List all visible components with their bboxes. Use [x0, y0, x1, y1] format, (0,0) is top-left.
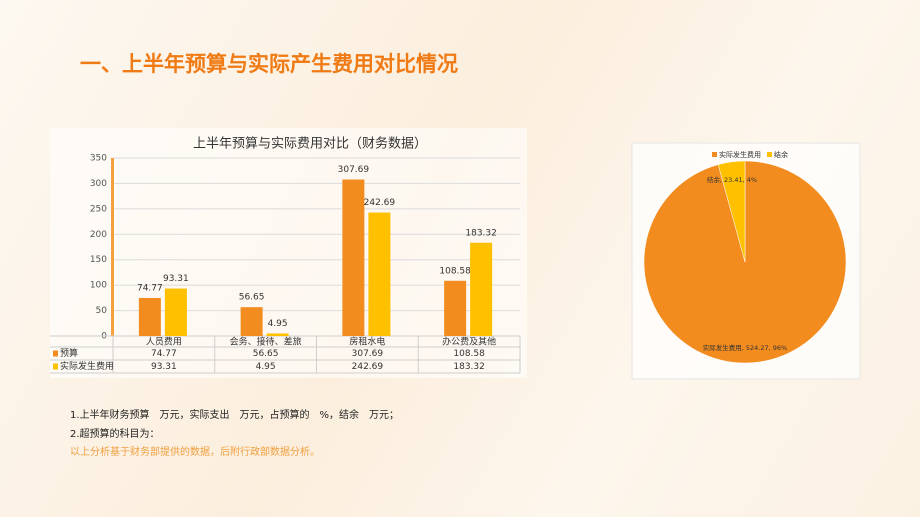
table-cell: 4.95 — [256, 362, 276, 372]
chart-title: 上半年预算与实际费用对比（财务数据） — [193, 136, 427, 152]
legend-label: 实际发生费用 — [719, 150, 761, 159]
y-tick-label: 300 — [90, 179, 107, 189]
y-tick-label: 200 — [90, 230, 107, 240]
data-label: 108.58 — [439, 266, 471, 276]
legend-swatch — [712, 152, 717, 157]
table-cell: 307.69 — [352, 349, 384, 359]
bar — [240, 307, 263, 336]
data-label: 结余, 23.41, 4% — [707, 175, 757, 184]
table-cell: 242.69 — [352, 362, 384, 372]
data-label: 93.31 — [163, 274, 189, 284]
data-label: 307.69 — [338, 165, 370, 175]
x-tick-label: 房租水电 — [349, 336, 385, 348]
bar — [266, 333, 289, 336]
note: 以上分析基于财务部提供的数据，后附行政部数据分析。 — [70, 447, 320, 458]
table-cell: 56.65 — [253, 349, 279, 359]
bar — [368, 212, 391, 336]
bar — [470, 242, 493, 336]
legend-swatch — [53, 363, 58, 370]
legend-label: 实际发生费用 — [60, 360, 114, 372]
legend-swatch — [53, 350, 58, 357]
table-cell: 183.32 — [453, 362, 485, 372]
y-tick-label: 100 — [90, 281, 107, 291]
table-cell: 93.31 — [151, 362, 177, 372]
data-label: 56.65 — [239, 293, 265, 303]
axis-line — [111, 158, 114, 336]
data-label: 实际发生费用, 524.27, 96% — [703, 343, 787, 352]
data-label: 4.95 — [268, 319, 288, 329]
legend-swatch — [767, 152, 772, 157]
data-label: 242.69 — [364, 198, 396, 208]
data-label: 74.77 — [137, 283, 163, 293]
x-tick-label: 办公费及其他 — [442, 336, 496, 348]
table-cell: 74.77 — [151, 349, 177, 359]
x-tick-label: 人员费用 — [146, 336, 182, 348]
y-tick-label: 250 — [90, 204, 107, 214]
bar — [138, 297, 161, 336]
bar — [444, 280, 467, 336]
note: 2.超预算的科目为： — [70, 429, 160, 440]
note: 1.上半年财务预算 万元，实际支出 万元，占预算的 %，结余 万元； — [70, 410, 400, 421]
bar — [164, 288, 187, 336]
x-tick-label: 会务、接待、差旅 — [230, 336, 302, 348]
y-tick-label: 50 — [96, 306, 108, 316]
y-tick-label: 150 — [90, 255, 107, 265]
table-cell: 108.58 — [453, 349, 485, 359]
y-tick-label: 350 — [90, 154, 107, 164]
legend-label: 预算 — [60, 347, 78, 359]
pie-slice — [717, 160, 746, 263]
legend-label: 结余 — [774, 150, 788, 159]
bar — [342, 179, 365, 336]
data-label: 183.32 — [465, 228, 497, 238]
slide-title: 一、上半年预算与实际产生费用对比情况 — [80, 52, 458, 76]
